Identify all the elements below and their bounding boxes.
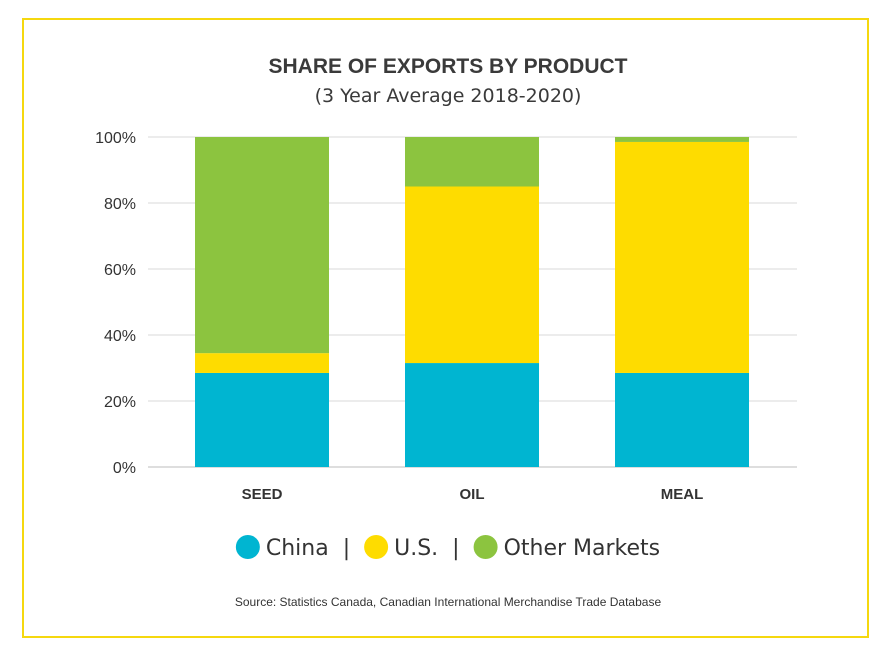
legend-swatch-other-markets xyxy=(473,535,498,559)
y-axis-ticks: 0% 20% 40% 60% 80% 100% xyxy=(95,130,136,477)
x-tick-label: MEAL xyxy=(661,486,704,503)
legend-label: China xyxy=(266,536,329,561)
legend: China | U.S. | Other Markets xyxy=(235,535,661,561)
x-tick-label: OIL xyxy=(460,486,485,503)
y-tick-label: 20% xyxy=(104,394,136,411)
chart-title: SHARE OF EXPORTS BY PRODUCT xyxy=(269,55,628,78)
bar-oil-other-markets xyxy=(405,137,539,187)
source-note: Source: Statistics Canada, Canadian Inte… xyxy=(235,595,662,609)
bar-seed-other-markets xyxy=(195,137,329,354)
legend-label: U.S. xyxy=(394,536,438,561)
legend-separator: | xyxy=(343,536,350,561)
y-tick-label: 80% xyxy=(104,196,136,213)
y-tick-label: 40% xyxy=(104,328,136,345)
bar-oil-china xyxy=(405,363,539,467)
bar-meal-u-s xyxy=(615,141,749,373)
legend-separator: | xyxy=(452,536,459,561)
y-tick-label: 100% xyxy=(95,130,136,147)
bar-seed-china xyxy=(195,372,329,467)
bar-meal-other-markets xyxy=(615,137,749,142)
legend-label: Other Markets xyxy=(504,536,661,561)
bar-meal-china xyxy=(615,372,749,467)
chart-frame xyxy=(22,18,869,638)
bar-oil-u-s xyxy=(405,186,539,364)
x-tick-label: SEED xyxy=(242,486,283,503)
y-tick-label: 0% xyxy=(113,460,136,477)
chart-subtitle: (3 Year Average 2018-2020) xyxy=(315,85,582,107)
legend-swatch-u-s xyxy=(364,535,389,559)
x-axis-ticks: SEED OIL MEAL xyxy=(242,486,704,503)
legend-swatch-china xyxy=(235,535,260,559)
bars xyxy=(195,137,749,467)
y-tick-label: 60% xyxy=(104,262,136,279)
bar-seed-u-s xyxy=(195,353,329,373)
